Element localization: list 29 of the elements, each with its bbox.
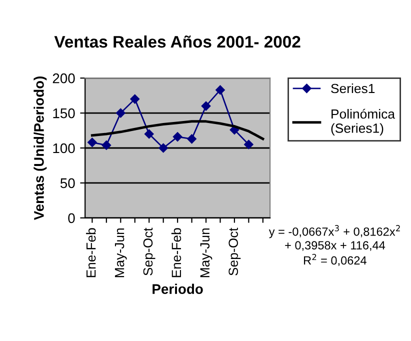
y-tick-label: 100 bbox=[53, 143, 75, 154]
x-tick-label: May-Jun bbox=[200, 228, 212, 278]
point bbox=[201, 101, 211, 111]
point bbox=[216, 85, 225, 95]
point bbox=[130, 94, 140, 104]
point bbox=[144, 129, 154, 139]
x-tick-label: Sep-Oct bbox=[143, 228, 156, 276]
legend-label: Series1 bbox=[331, 83, 375, 94]
x-tick-label: Ene-Feb bbox=[171, 228, 182, 278]
point bbox=[244, 140, 254, 150]
y-tick-label: 200 bbox=[52, 73, 75, 84]
point bbox=[116, 108, 126, 118]
point bbox=[158, 143, 168, 153]
text: y = -0,0667x$^{3}$ + 0,8162x$^{2}$ + 0,3958x + 116,44 R$^{2}$ = 0,0624 bbox=[268, 225, 400, 266]
x-tick-label: May-Jun bbox=[114, 228, 127, 278]
point bbox=[187, 134, 196, 144]
chart-title: Ventas Reales Años 2001- 2002 bbox=[54, 35, 300, 48]
x-tick-label: Ene-Feb bbox=[86, 228, 96, 278]
point bbox=[88, 138, 97, 148]
point bbox=[172, 132, 182, 142]
x-axis-title: Periodo bbox=[152, 284, 203, 294]
legend-label: Polinómica (Series1) bbox=[331, 108, 396, 136]
x-tick-label: Sep-Oct bbox=[228, 228, 241, 276]
y-tick-label: 50 bbox=[60, 178, 75, 188]
point bbox=[102, 140, 112, 150]
y-tick-label: 150 bbox=[53, 108, 75, 118]
y-axis-title: Ventas (Unid/Periodo) bbox=[34, 76, 47, 220]
line-series bbox=[90, 120, 264, 140]
y-tick-label: 0 bbox=[68, 213, 75, 224]
